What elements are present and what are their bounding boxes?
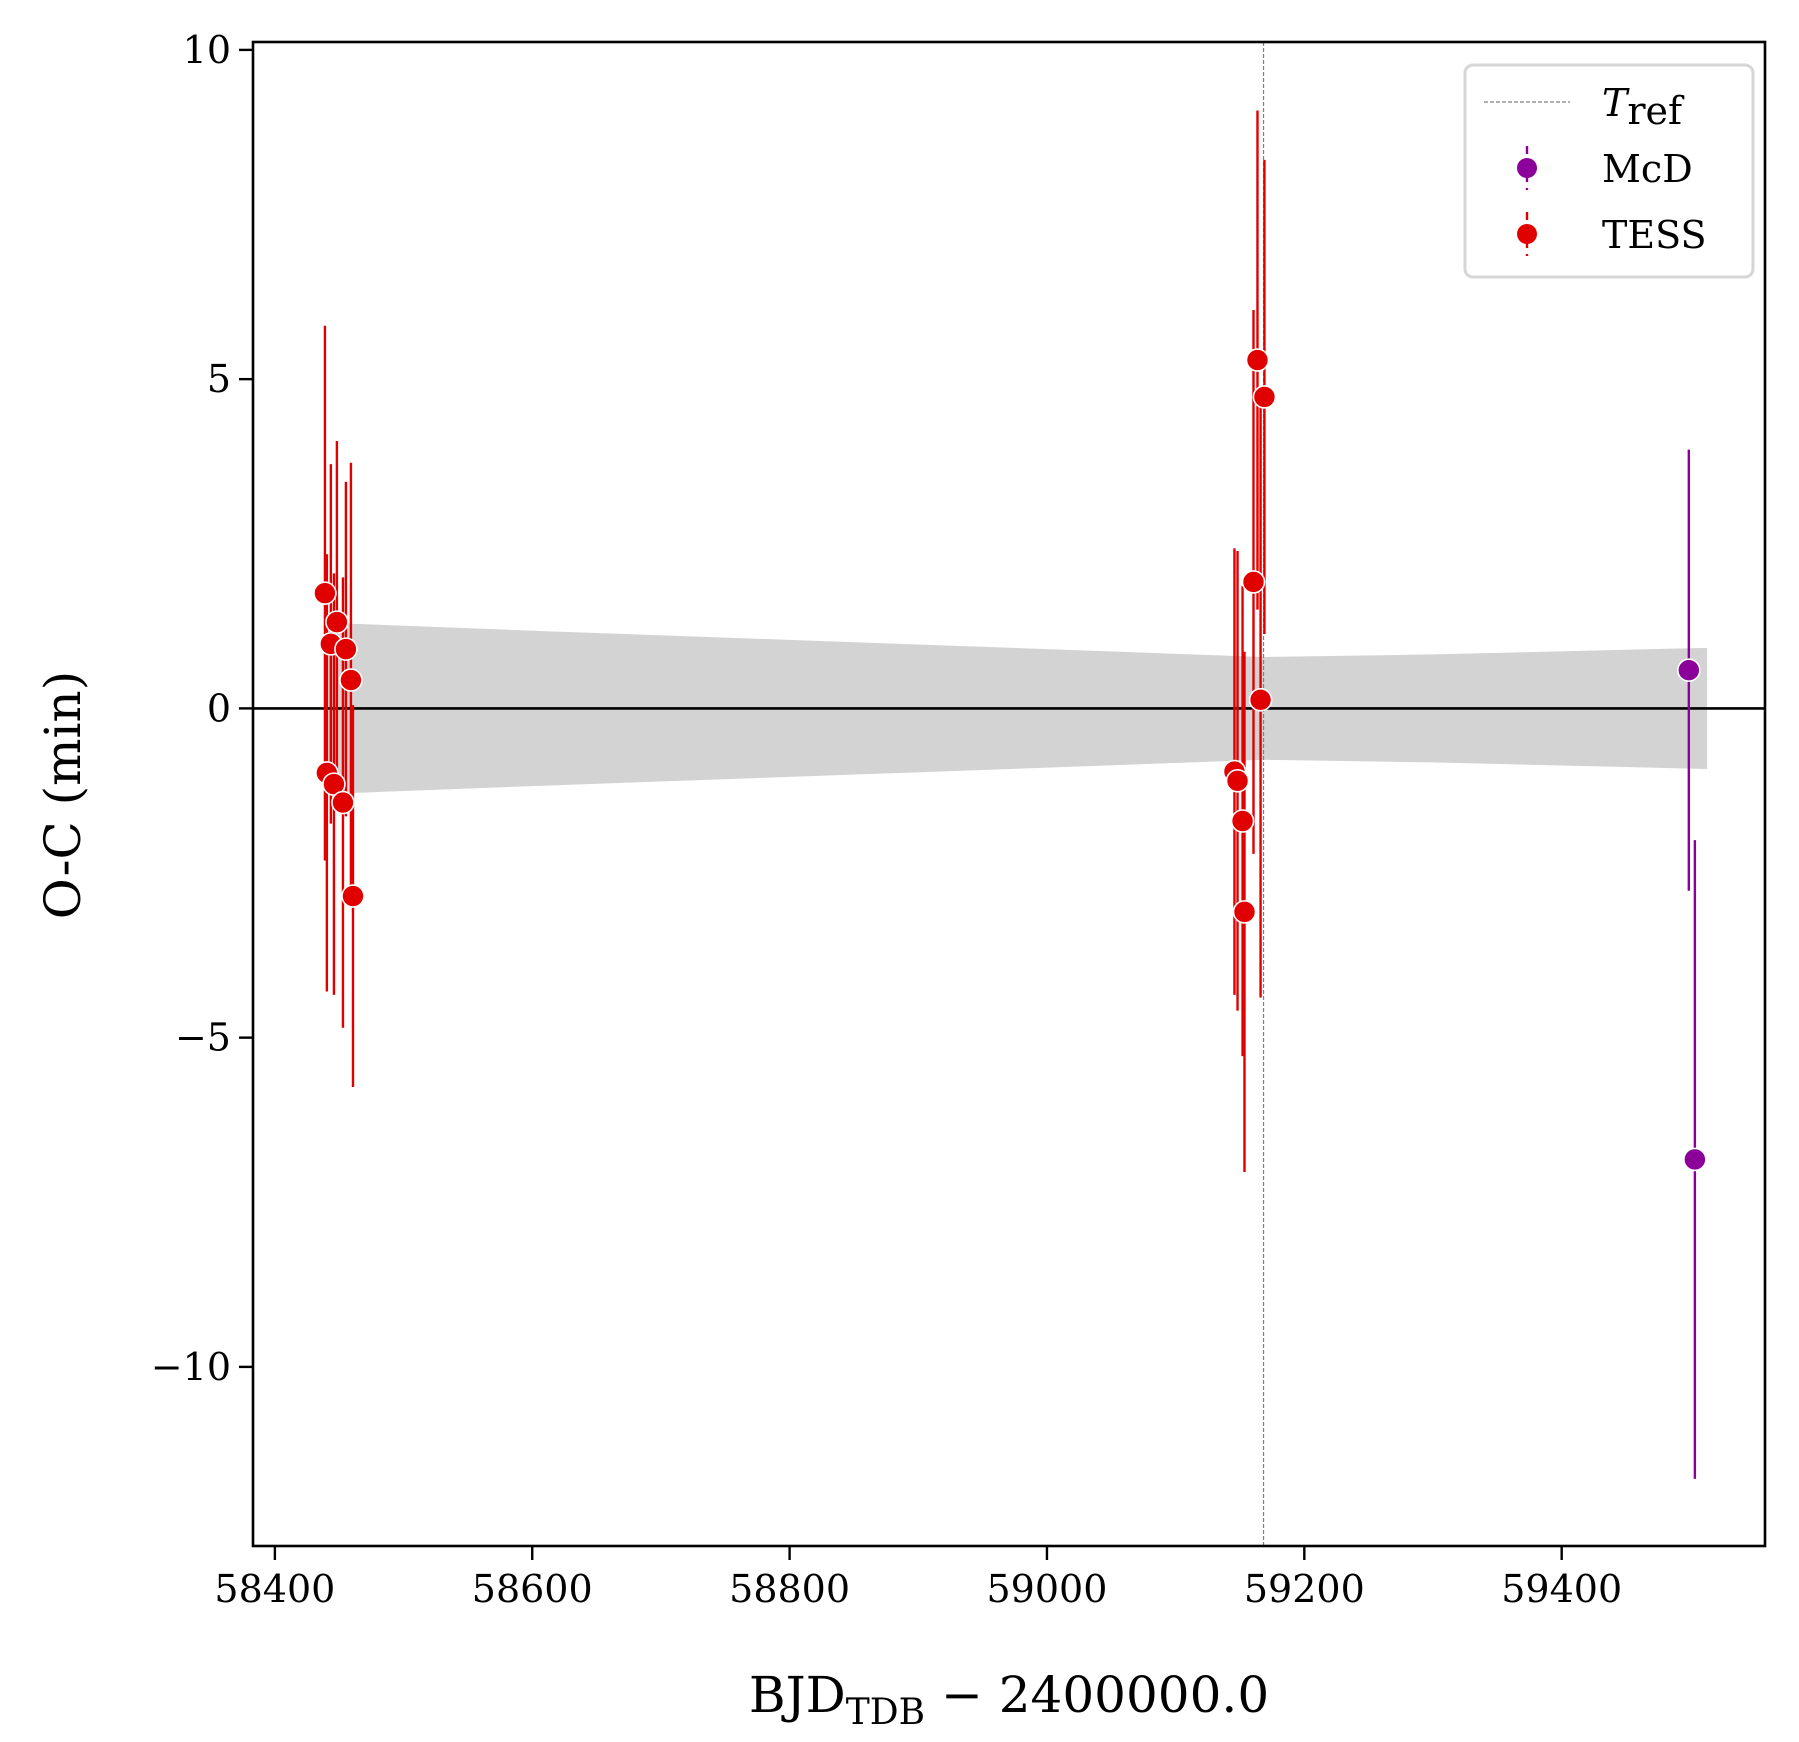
legend: Tref McD TESS	[1463, 63, 1755, 279]
mcd-point	[1677, 658, 1701, 683]
x-tick-label: 59200	[1244, 1567, 1365, 1611]
x-tick-label: 59400	[1501, 1567, 1622, 1611]
legend-tref-label: Tref	[1602, 81, 1685, 133]
mcd-point	[1683, 1147, 1707, 1172]
markers-mcd	[1677, 658, 1707, 1172]
y-tick-label: −5	[175, 1016, 231, 1060]
y-tick-label: −10	[151, 1345, 231, 1389]
x-axis-label: BJDTDB − 2400000.0	[749, 1666, 1269, 1733]
y-tick-label: 5	[207, 357, 231, 401]
markers-tess	[313, 348, 1277, 924]
tess-point	[325, 610, 349, 634]
tess-point	[1230, 809, 1255, 833]
plot-area	[253, 42, 1765, 1546]
x-axis-label-suffix: − 2400000.0	[925, 1666, 1269, 1724]
tess-point	[313, 581, 337, 605]
tess-point	[331, 790, 355, 815]
y-tick-label: 10	[183, 28, 231, 72]
tess-point	[1225, 769, 1250, 793]
x-tick-label: 58800	[729, 1567, 850, 1611]
axes-frame	[251, 40, 1767, 1548]
y-tick-label: 0	[207, 686, 231, 730]
tess-point	[1241, 570, 1266, 594]
x-axis-label-main: BJD	[749, 1666, 846, 1724]
tess-point	[341, 884, 365, 908]
series-layer	[313, 110, 1707, 1479]
tess-point	[1232, 900, 1257, 924]
tess-point	[334, 637, 358, 661]
legend-tess-label: TESS	[1602, 213, 1706, 257]
x-tick-label: 58600	[472, 1567, 593, 1611]
tess-point	[1245, 348, 1270, 372]
y-axis: 10 5 0 −5 −10	[151, 28, 253, 1389]
legend-tess-marker	[1517, 224, 1537, 244]
x-tick-label: 59000	[987, 1567, 1108, 1611]
y-axis-label: O-C (min)	[34, 671, 92, 920]
tess-point	[1252, 385, 1277, 409]
x-axis: 58400 58600 58800 59000 59200 59400	[214, 1546, 1622, 1611]
legend-box	[1463, 63, 1755, 279]
x-tick-label: 58400	[214, 1567, 335, 1611]
x-axis-label-subscript: TDB	[846, 1692, 925, 1733]
tess-point	[1248, 688, 1273, 712]
legend-mcd-marker	[1517, 158, 1537, 178]
legend-mcd-label: McD	[1602, 147, 1693, 191]
tess-point	[339, 668, 363, 692]
